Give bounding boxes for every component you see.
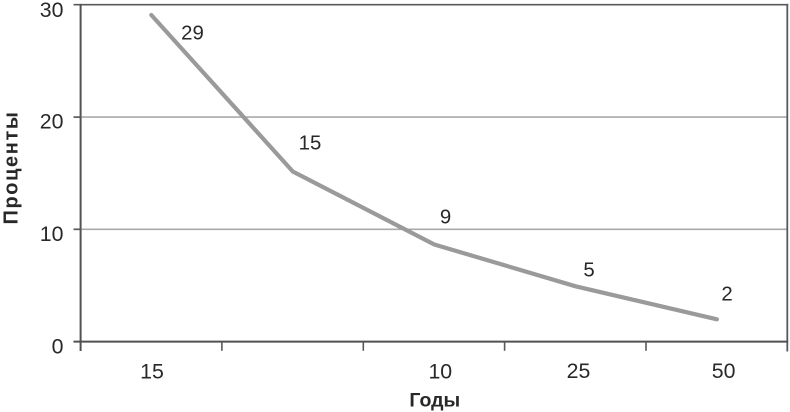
svg-text:Годы: Годы bbox=[409, 389, 460, 411]
svg-text:50: 50 bbox=[712, 359, 736, 383]
svg-text:25: 25 bbox=[567, 359, 591, 383]
svg-text:15: 15 bbox=[299, 133, 322, 155]
svg-text:29: 29 bbox=[181, 23, 204, 45]
svg-text:Проценты: Проценты bbox=[1, 112, 23, 225]
svg-text:10: 10 bbox=[40, 222, 64, 246]
svg-text:30: 30 bbox=[40, 0, 64, 22]
svg-text:5: 5 bbox=[583, 260, 594, 282]
svg-text:15: 15 bbox=[140, 360, 164, 384]
svg-text:20: 20 bbox=[40, 109, 64, 133]
svg-text:2: 2 bbox=[721, 284, 732, 306]
svg-text:0: 0 bbox=[52, 335, 64, 359]
svg-text:10: 10 bbox=[428, 359, 452, 383]
svg-text:9: 9 bbox=[440, 207, 451, 229]
